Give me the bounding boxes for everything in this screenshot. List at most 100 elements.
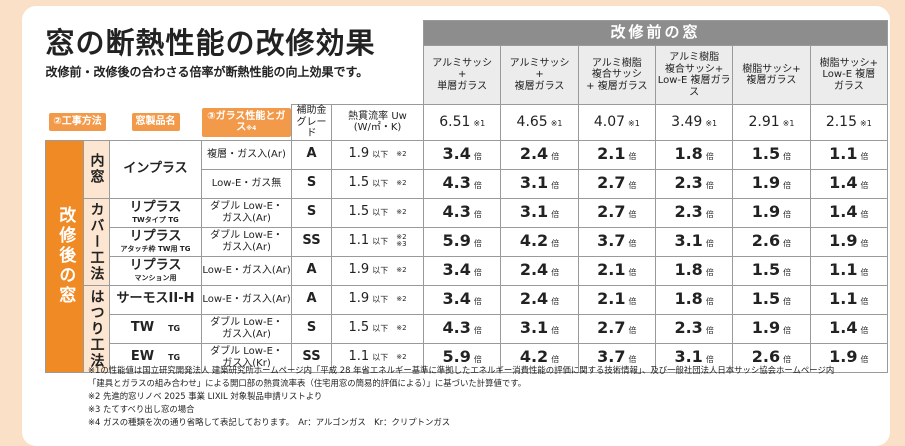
ratio: 4.3 倍 <box>423 197 502 228</box>
ratio: 3.4 倍 <box>423 139 502 170</box>
ratio-value: 1.4 <box>829 318 858 338</box>
glass-line: ダブル Low-E・ <box>210 230 283 241</box>
uw-note: ※3 <box>396 240 407 249</box>
ratio-unit: 倍 <box>860 181 869 191</box>
ratio: 1.4 倍 <box>809 313 889 344</box>
below: 以下 <box>372 208 389 218</box>
glass: 複層・ガス入(Ar) <box>201 139 292 170</box>
ratio-value: 5.9 <box>442 347 471 367</box>
ratio-unit: 倍 <box>628 152 637 162</box>
ratio: 3.1 倍 <box>500 313 579 344</box>
ratio: 2.3 倍 <box>654 168 734 199</box>
product: インプラス <box>109 139 202 199</box>
ratio-value: 2.7 <box>597 202 626 222</box>
ratio: 3.1 倍 <box>500 168 579 199</box>
ratio-value: 3.4 <box>442 144 471 164</box>
body-row: EW TG ダブル Low-E・ ガス入(Kr) SS 1.1 以下 ※2 5.9 倍 4.2 倍 3.… <box>46 342 889 373</box>
uw: 1.5 以下 ※2 <box>330 168 425 199</box>
ratio-unit: 倍 <box>473 181 482 191</box>
body-row: リプラス アタッチ枠 TW用 TG ダブル Low-E・ ガス入(Ar) SS 1.1 以下… <box>46 226 889 257</box>
glass: Low-E・ガス入(Ar) <box>201 255 292 286</box>
grade: S <box>291 168 332 199</box>
footnote: ※1の性能値は国立研究開発法人 建築研究所ホームページ内「平成 28 年省エネル… <box>88 365 835 375</box>
grade-label: 補助金 グレード <box>291 104 332 141</box>
ratio-value: 2.3 <box>674 318 703 338</box>
ratio-unit: 倍 <box>783 326 792 336</box>
ratio-value: 2.1 <box>597 144 626 164</box>
label-cell: ②工事方法 <box>46 105 110 141</box>
uw-note: ※1 <box>859 119 872 129</box>
product-sub: マンション用 <box>134 273 177 282</box>
ratio-unit: 倍 <box>860 152 869 162</box>
ratio: 1.5 倍 <box>732 139 811 170</box>
footnote: 「建具とガラスの組み合わせ」による開口部の熱貫流率表（住宅用窓の簡易的評価による… <box>88 378 527 388</box>
ratio: 4.3 倍 <box>423 313 502 344</box>
ratio-value: 1.9 <box>829 347 858 367</box>
column-label: ガラス <box>833 80 864 92</box>
ratio-value: 2.1 <box>597 289 626 309</box>
ratio-value: 3.1 <box>519 318 549 338</box>
ratio-value: 2.7 <box>597 318 626 338</box>
ratio: 2.7 倍 <box>577 197 656 228</box>
product-name: リプラス <box>129 258 182 273</box>
ratio-unit: 倍 <box>860 268 869 278</box>
ratio: 4.2 倍 <box>500 226 579 257</box>
ratio-unit: 倍 <box>860 239 869 249</box>
ratio-value: 3.1 <box>519 202 549 222</box>
ratio-unit: 倍 <box>783 297 792 307</box>
grade: A <box>291 139 332 170</box>
grade-text: S <box>306 175 317 191</box>
ratio-unit: 倍 <box>783 239 792 249</box>
uw-value: 1.1 <box>348 233 370 249</box>
footnotes: ※1の性能値は国立研究開発法人 建築研究所ホームページ内「平成 28 年省エネル… <box>88 364 834 429</box>
ratio-unit: 倍 <box>551 268 560 278</box>
ratio-unit: 倍 <box>551 210 560 220</box>
glass-line: ガス入(Ar) <box>222 328 271 340</box>
ratio-unit: 倍 <box>705 326 714 336</box>
uw-note: ※1 <box>705 119 718 129</box>
column-header: アルミサッシ + 単層ガラス <box>423 45 502 105</box>
ratio-unit: 倍 <box>860 326 869 336</box>
glass-line: 複層・ガス入(Ar) <box>207 148 286 160</box>
column-label: アルミサッシ <box>509 57 570 69</box>
ratio: 1.9 倍 <box>732 197 811 228</box>
ratio: 3.1 倍 <box>500 197 579 228</box>
ratio-unit: 倍 <box>551 326 560 336</box>
ratio: 2.3 倍 <box>654 313 734 344</box>
column-label: + <box>535 69 544 81</box>
ratio-unit: 倍 <box>628 181 637 191</box>
ratio: 3.4 倍 <box>423 255 502 286</box>
ratio-unit: 倍 <box>473 239 482 249</box>
column-label: 樹脂サッシ+ <box>742 63 801 75</box>
uw: 1.9 以下 ※2 <box>330 255 425 286</box>
glass: ダブル Low-E・ ガス入(Kr) <box>201 342 292 373</box>
ratio: 1.9 倍 <box>732 313 811 344</box>
uw: 1.5 以下 ※2 <box>330 313 425 344</box>
uw-notes: ※2 <box>396 150 406 158</box>
uw-notes: ※2 ※3 <box>396 234 406 248</box>
grade-text: A <box>306 291 317 307</box>
before-uw: 2.15 ※1 <box>809 104 889 141</box>
column-label: 樹脂サッシ+ <box>819 57 878 69</box>
ratio: 2.7 倍 <box>577 168 656 199</box>
uw-value: 1.9 <box>348 291 370 307</box>
after-label: 改修後の窓 <box>45 139 84 373</box>
ratio-unit: 倍 <box>705 239 714 249</box>
uw-notes: ※2 <box>396 208 406 216</box>
column-header: アルミ樹脂 複合サッシ+ Low-E 複層ガラス <box>654 45 734 105</box>
uw: 1.1 以下 ※2 ※3 <box>330 226 425 257</box>
ratio-unit: 倍 <box>705 355 714 365</box>
ratio-value: 3.7 <box>597 231 626 251</box>
column-header: 樹脂サッシ+ Low-E 複層 ガラス <box>809 45 889 105</box>
ratio: 1.5 倍 <box>732 255 811 286</box>
body-row: TW TG ダブル Low-E・ ガス入(Ar) S 1.5 以下 ※2 4.3 倍 3.1 倍 2.7… <box>46 313 889 344</box>
glass: Low-E・ガス無 <box>201 168 292 199</box>
uw-value: 1.5 <box>348 204 370 220</box>
grade: SS <box>291 342 332 373</box>
ratio-value: 1.8 <box>674 289 703 309</box>
ratio-unit: 倍 <box>783 268 792 278</box>
ratio-value: 1.9 <box>829 231 858 251</box>
ratio-value: 4.2 <box>519 347 549 367</box>
comparison-table: 窓の断熱性能の改修効果 改修前・改修後の合わさる倍率が断熱性能の向上効果です。 改修… <box>45 20 889 373</box>
column-label: 複合サッシ+ <box>664 63 724 75</box>
